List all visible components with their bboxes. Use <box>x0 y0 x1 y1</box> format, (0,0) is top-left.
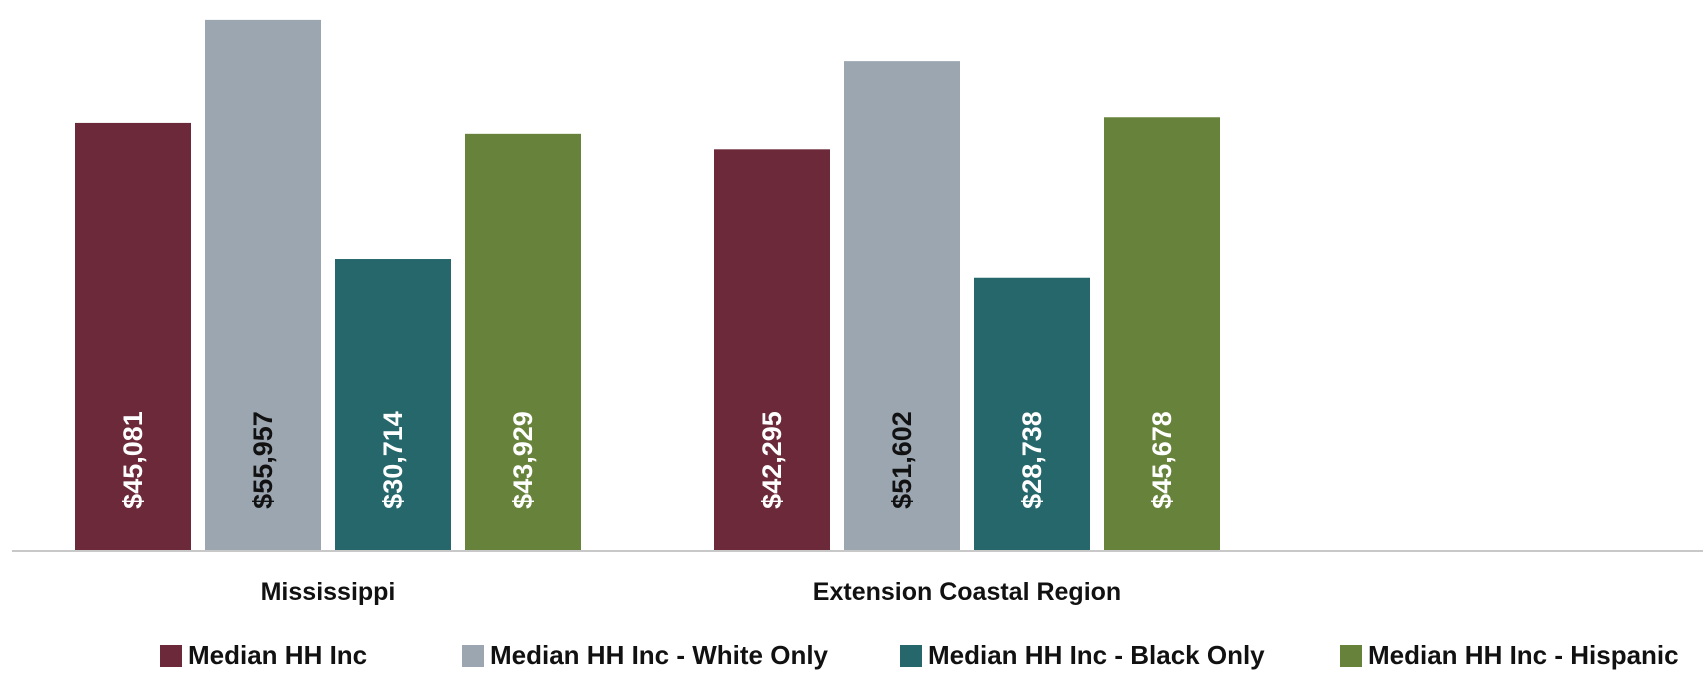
legend-swatch <box>1340 644 1362 667</box>
category-label: Mississippi <box>261 578 396 606</box>
bar <box>75 122 191 550</box>
legend-swatch <box>900 644 922 667</box>
bar <box>335 259 451 550</box>
bar <box>465 133 581 551</box>
bar-data-label: $43,929 <box>508 411 538 509</box>
bar <box>714 149 830 550</box>
bar-data-label: $55,957 <box>248 411 278 509</box>
bar <box>205 19 321 551</box>
legend-swatch <box>160 644 182 667</box>
bars-group: $45,081 $55,957 $30,714 $43,929 $42,295 $51,6… <box>75 19 1220 551</box>
legend-label: Median HH Inc <box>188 640 368 670</box>
legend-item: Median HH Inc <box>160 640 367 671</box>
bar <box>974 277 1090 550</box>
category-label: Extension Coastal Region <box>813 578 1121 606</box>
legend-item: Median HH Inc - Black Only <box>900 640 1265 671</box>
legend-item: Median HH Inc - White Only <box>462 640 828 671</box>
category-labels: Mississippi Extension Coastal Region <box>261 578 1122 606</box>
bar-data-label: $45,678 <box>1147 411 1177 509</box>
legend-item: Median HH Inc - Hispanic <box>1340 640 1679 671</box>
legend-label: Median HH Inc - White Only <box>490 640 829 670</box>
bar-data-label: $51,602 <box>887 411 917 509</box>
bar <box>1104 117 1220 551</box>
bar-data-label: $28,738 <box>1017 411 1047 509</box>
bar-data-label: $42,295 <box>757 411 787 509</box>
bar-chart: $45,081 $55,957 $30,714 $43,929 $42,295 $51,6… <box>12 19 1703 606</box>
legend-swatch <box>462 644 484 667</box>
bar <box>844 61 960 550</box>
bar-data-label: $30,714 <box>378 411 408 509</box>
legend-label: Median HH Inc - Hispanic <box>1368 640 1679 670</box>
bar-data-label: $45,081 <box>118 411 148 509</box>
legend-label: Median HH Inc - Black Only <box>928 640 1265 670</box>
